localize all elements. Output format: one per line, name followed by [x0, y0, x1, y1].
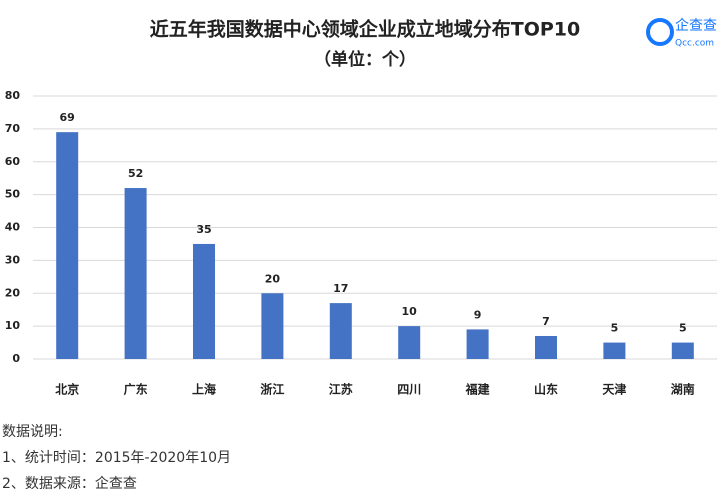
bar [329, 303, 352, 359]
y-tick-label: 30 [5, 253, 21, 266]
y-tick-label: 0 [12, 352, 20, 365]
value-label: 5 [679, 322, 687, 335]
value-label: 69 [60, 111, 75, 124]
note: 1、统计时间：2015年-2020年10月 [2, 450, 231, 466]
y-tick-label: 80 [5, 89, 21, 102]
value-label: 52 [128, 167, 143, 180]
chart-subtitle: （单位：个） [314, 49, 416, 70]
bar [261, 293, 284, 359]
bar [603, 342, 626, 359]
bar [56, 132, 79, 359]
logo-name: 企查查 [675, 17, 717, 34]
chart-title: 近五年我国数据中心领域企业成立地域分布TOP10 [150, 18, 580, 41]
x-tick-label: 四川 [397, 383, 421, 397]
y-tick-label: 10 [5, 319, 21, 332]
value-label: 20 [265, 272, 281, 285]
bar [466, 329, 489, 359]
x-tick-label: 广东 [124, 382, 148, 397]
bar [535, 335, 557, 359]
value-label: 7 [542, 315, 550, 328]
value-label: 9 [474, 308, 482, 321]
y-tick-label: 60 [5, 155, 21, 168]
bar [193, 243, 215, 359]
x-tick-label: 上海 [192, 382, 216, 397]
value-label: 10 [402, 305, 418, 318]
value-label: 5 [611, 322, 619, 335]
value-label: 35 [196, 223, 211, 236]
x-tick-label: 江苏 [329, 382, 353, 397]
y-tick-label: 20 [5, 286, 21, 299]
x-tick-label: 山东 [534, 382, 558, 397]
x-tick-label: 湖南 [671, 382, 695, 397]
bar [671, 342, 694, 359]
note: 数据说明: [2, 424, 63, 440]
bar [124, 188, 147, 359]
y-tick-label: 40 [5, 221, 21, 234]
note: 2、数据来源：企查查 [2, 475, 137, 492]
y-tick-label: 50 [5, 188, 21, 201]
x-tick-label: 浙江 [260, 382, 284, 397]
logo: 企查查 Qcc.com [646, 17, 717, 49]
x-tick-label: 福建 [465, 382, 491, 397]
y-tick-label: 70 [5, 122, 21, 135]
value-label: 17 [333, 282, 348, 295]
logo-domain: Qcc.com [675, 39, 714, 49]
x-tick-label: 天津 [602, 382, 626, 397]
x-tick-label: 北京 [55, 382, 79, 397]
logo-icon [646, 18, 674, 46]
bar [398, 326, 421, 359]
